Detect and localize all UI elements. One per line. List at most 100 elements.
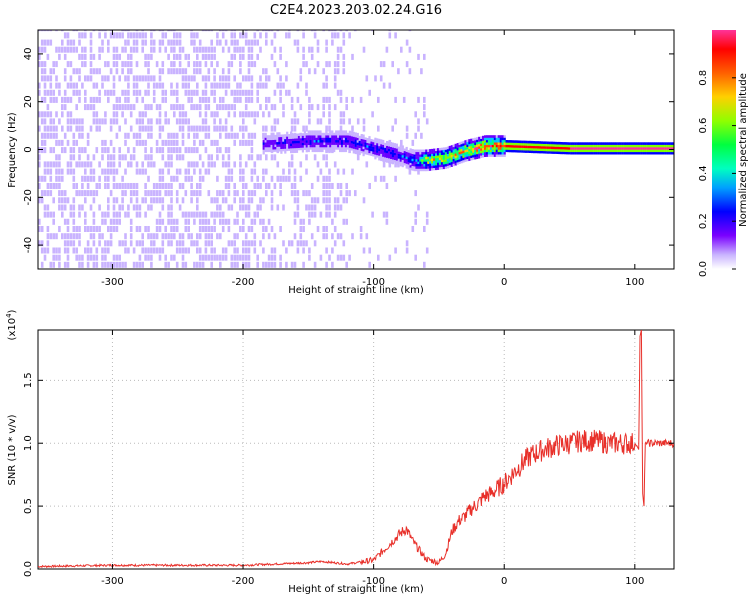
heatmap-cell [476, 151, 479, 155]
heatmap-cell [299, 218, 303, 225]
heatmap-cell [294, 150, 297, 153]
heatmap-cell [429, 168, 432, 171]
heatmap-cell [615, 142, 618, 145]
heatmap-cell [350, 131, 353, 134]
heatmap-cell [319, 149, 322, 153]
heatmap-cell [464, 159, 467, 162]
heatmap-cell [109, 32, 113, 39]
heatmap-cell [244, 261, 248, 268]
heatmap-cell [204, 75, 208, 82]
heatmap-cell [244, 125, 248, 132]
heatmap-cell [204, 96, 208, 103]
heatmap-cell [86, 226, 90, 232]
heatmap-cell [259, 218, 262, 225]
heatmap-cell [292, 143, 295, 146]
heatmap-cell [435, 162, 438, 166]
heatmap-cell [317, 147, 320, 150]
heatmap-cell [247, 204, 251, 211]
heatmap-cell [178, 125, 182, 132]
heatmap-cell [393, 145, 397, 149]
heatmap-cell [274, 144, 277, 147]
heatmap-cell [423, 163, 426, 167]
heatmap-cell [448, 157, 451, 161]
heatmap-cell [250, 147, 254, 154]
heatmap-cell [170, 204, 173, 211]
heatmap-cell [601, 144, 604, 148]
heatmap-cell [40, 118, 44, 125]
heatmap-cell [493, 147, 496, 150]
heatmap-cell [284, 151, 287, 154]
heatmap-cell [399, 156, 402, 160]
heatmap-cell [118, 32, 121, 39]
heatmap-cell [315, 132, 318, 136]
heatmap-cell [630, 147, 634, 150]
heatmap-cell [429, 149, 432, 152]
heatmap-cell [336, 32, 340, 39]
heatmap-cell [247, 89, 251, 96]
heatmap-cell [341, 137, 344, 141]
heatmap-cell [141, 139, 144, 146]
heatmap-cell [656, 151, 659, 155]
heatmap-cell [493, 149, 496, 153]
heatmap-cell [419, 159, 422, 162]
heatmap-cell [589, 144, 592, 148]
heatmap-cell [198, 247, 202, 254]
heatmap-cell [362, 197, 366, 204]
heatmap-cell [112, 218, 116, 225]
heatmap-cell [654, 144, 657, 148]
heatmap-cell [158, 82, 162, 89]
heatmap-cell [201, 254, 205, 261]
heatmap-cell [390, 154, 393, 157]
heatmap-cell [611, 149, 614, 153]
heatmap-cell [129, 183, 133, 189]
heatmap-cell [345, 197, 348, 204]
heatmap-cell [429, 156, 432, 159]
heatmap-cell [72, 233, 76, 240]
heatmap-cell [75, 46, 78, 53]
heatmap-cell [440, 166, 444, 170]
heatmap-cell [297, 138, 301, 141]
heatmap-cell [425, 166, 428, 169]
heatmap-cell [658, 142, 661, 145]
heatmap-cell [570, 151, 573, 155]
heatmap-cell [313, 135, 316, 138]
heatmap-cell [329, 137, 332, 141]
colorbar-tick-label: 0.8 [698, 70, 709, 86]
heatmap-cell [625, 147, 628, 150]
heatmap-cell [513, 149, 516, 153]
heatmap-cell [201, 118, 205, 125]
heatmap-cell [390, 146, 393, 150]
heatmap-cell [224, 161, 228, 168]
heatmap-cell [81, 204, 84, 211]
heatmap-cell [170, 240, 173, 247]
heatmap-cell [342, 39, 346, 46]
heatmap-cell [49, 125, 53, 132]
heatmap-cell [66, 233, 70, 240]
heatmap-cell [495, 154, 498, 157]
heatmap-cell [124, 139, 127, 146]
heatmap-cell [40, 197, 44, 204]
heatmap-cell [339, 233, 343, 240]
heatmap-cell [46, 183, 50, 189]
heatmap-cell [485, 144, 489, 148]
heatmap-cell [124, 118, 127, 125]
heatmap-cell [474, 154, 477, 157]
heatmap-cell [224, 183, 228, 189]
heatmap-cell [233, 183, 236, 189]
heatmap-cell [89, 254, 93, 261]
heatmap-cell [409, 150, 412, 154]
heatmap-cell [542, 141, 545, 144]
heatmap-cell [438, 157, 442, 161]
heatmap-cell [640, 142, 643, 145]
heatmap-cell [170, 39, 173, 46]
heatmap-cell [129, 53, 133, 60]
heatmap-cell [155, 218, 159, 225]
heatmap-cell [607, 142, 610, 145]
heatmap-cell [470, 145, 473, 149]
heatmap-cell [190, 104, 193, 111]
heatmap-cell [278, 134, 281, 138]
heatmap-cell [589, 147, 592, 150]
heatmap-cell [358, 150, 361, 153]
heatmap-cell [472, 145, 475, 148]
heatmap-cell [84, 89, 87, 96]
